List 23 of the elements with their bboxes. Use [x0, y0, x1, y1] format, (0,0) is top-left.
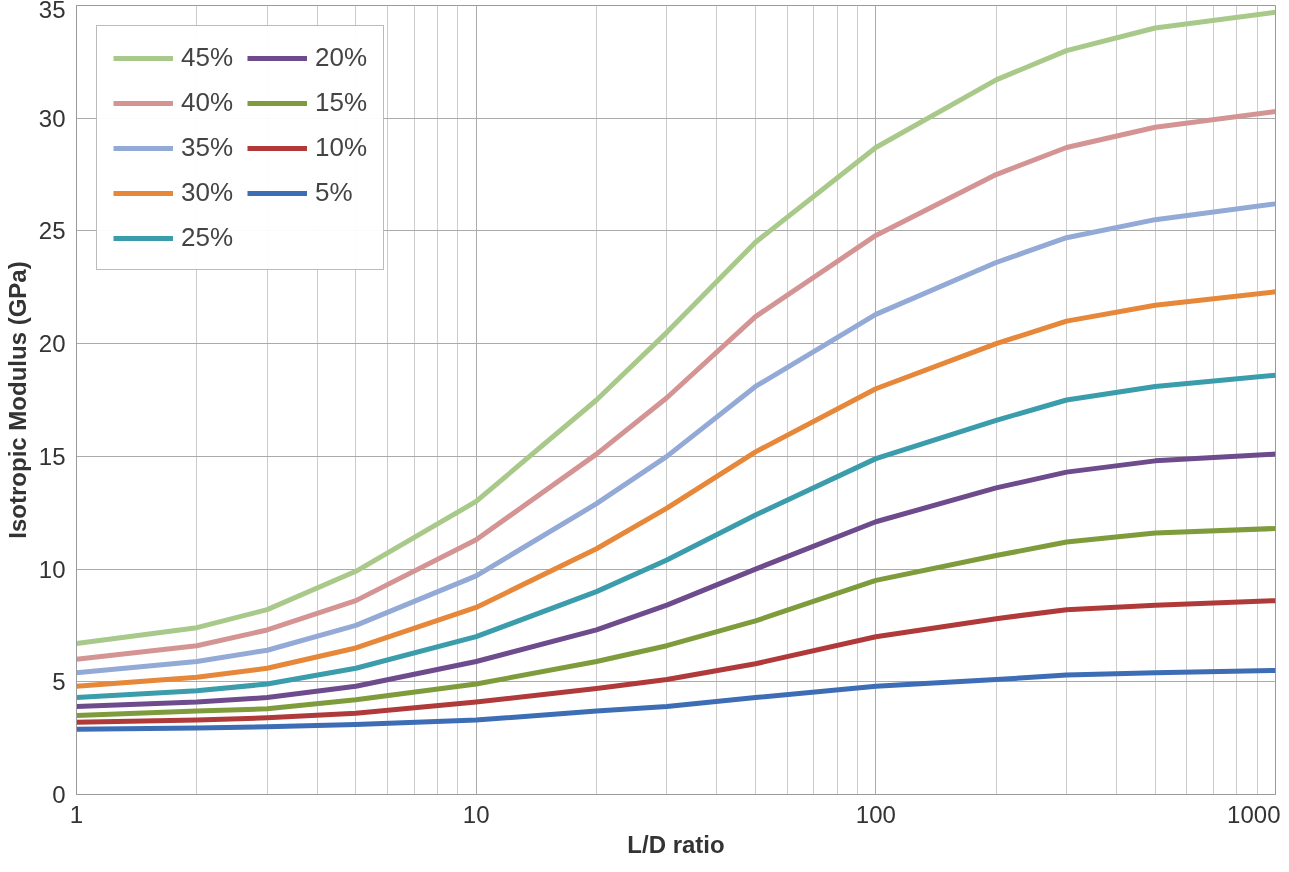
- y-tick-label: 30: [38, 104, 66, 132]
- y-tick-label: 35: [38, 0, 66, 23]
- y-tick-label: 25: [38, 217, 66, 245]
- legend-label: 25%: [181, 222, 234, 253]
- x-tick-label: 10: [462, 800, 490, 828]
- x-tick-label: 1000: [1227, 800, 1281, 828]
- x-tick-label: 100: [855, 800, 896, 828]
- x-tick-label: 1: [69, 800, 84, 828]
- legend-label: 40%: [181, 87, 234, 118]
- legend-label: 35%: [181, 132, 234, 163]
- y-axis-title: Isotropic Modulus (GPa): [3, 261, 31, 539]
- legend-label: 15%: [315, 87, 368, 118]
- y-tick-label: 15: [38, 442, 66, 470]
- y-tick-label: 10: [38, 555, 66, 583]
- legend-label: 5%: [315, 177, 353, 208]
- y-tick-label: 20: [38, 330, 66, 358]
- y-tick-label: 5: [52, 668, 66, 696]
- legend-label: 45%: [181, 42, 234, 73]
- legend-label: 20%: [315, 42, 368, 73]
- y-tick-label: 0: [52, 781, 66, 808]
- legend-label: 10%: [315, 132, 368, 163]
- legend-label: 30%: [181, 177, 234, 208]
- x-axis-title: L/D ratio: [627, 830, 725, 858]
